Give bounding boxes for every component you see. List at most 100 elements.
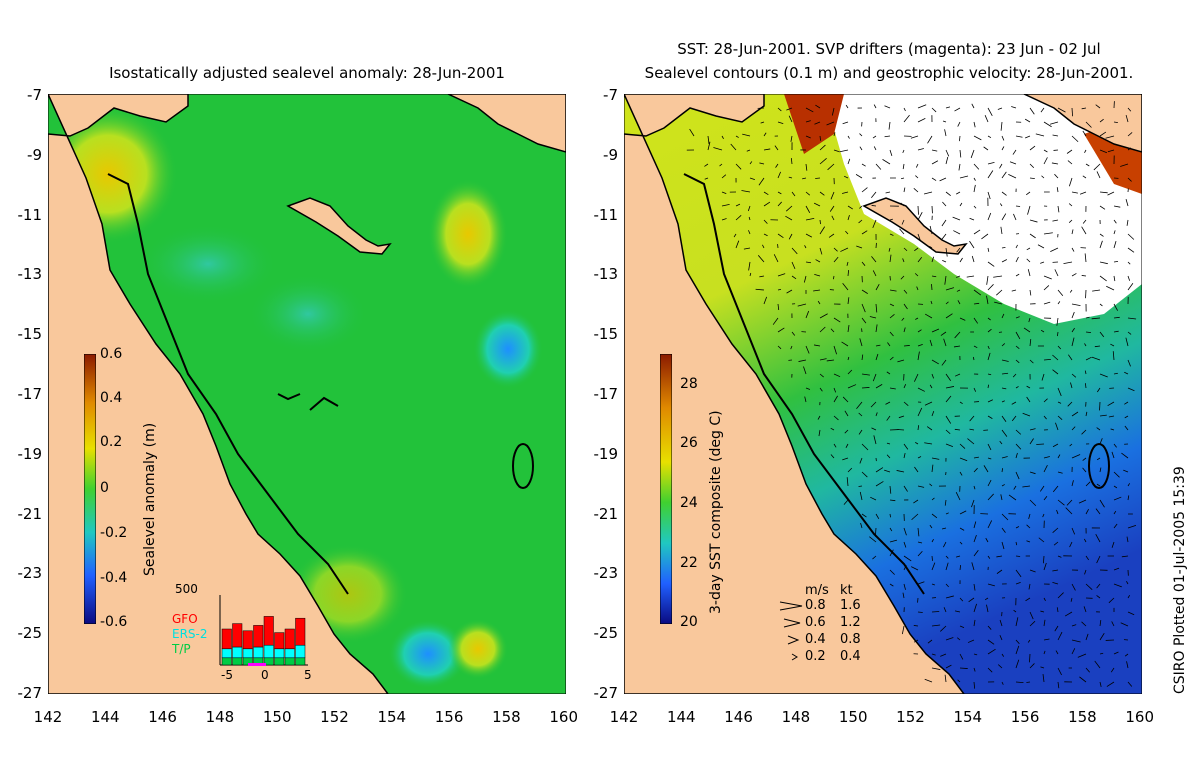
velocity-vector xyxy=(1001,527,1006,533)
velocity-vector xyxy=(1096,595,1101,599)
velocity-vector xyxy=(875,481,884,487)
velocity-vector xyxy=(1001,484,1005,487)
velocity-vector xyxy=(846,477,849,487)
velocity-vector xyxy=(871,427,877,431)
velocity-vector xyxy=(763,296,768,305)
sst-colorbar-tick: 26 xyxy=(680,435,698,451)
velocity-vector xyxy=(749,177,755,180)
velocity-vector xyxy=(987,162,995,165)
velocity-vector xyxy=(1043,398,1048,403)
y-tick-label: -21 xyxy=(593,504,619,523)
velocity-vector xyxy=(829,205,835,212)
velocity-vector xyxy=(1043,562,1047,571)
velocity-vector xyxy=(917,205,919,215)
velocity-vector xyxy=(900,202,905,207)
x-tick-label: 156 xyxy=(1010,708,1040,726)
velocity-vector xyxy=(973,184,976,193)
velocity-vector xyxy=(917,611,923,613)
velocity-vector xyxy=(944,499,947,506)
velocity-vector xyxy=(1069,541,1073,548)
velocity-vector xyxy=(929,384,933,389)
velocity-vector xyxy=(805,345,810,354)
velocity-vector xyxy=(1099,467,1102,473)
velocity-vector xyxy=(954,610,961,613)
velocity-vector xyxy=(931,611,940,613)
velocity-vector xyxy=(1001,213,1007,221)
velocity-vector xyxy=(959,202,963,207)
velocity-vector xyxy=(805,261,812,264)
velocity-vector xyxy=(987,373,992,376)
vector-legend-ms: 0.8 xyxy=(805,598,826,613)
velocity-vector xyxy=(1082,130,1087,137)
velocity-vector xyxy=(830,328,835,333)
velocity-vector xyxy=(1057,331,1059,337)
sealevel-colorbar-tick: -0.6 xyxy=(100,614,128,630)
y-tick-label: -17 xyxy=(593,385,619,403)
velocity-vector xyxy=(847,158,851,165)
velocity-vector xyxy=(1127,387,1135,392)
velocity-vector xyxy=(873,435,877,445)
velocity-vector xyxy=(777,303,780,311)
velocity-vector xyxy=(1040,107,1045,113)
velocity-vector xyxy=(1040,666,1045,669)
velocity-vector xyxy=(940,653,947,657)
velocity-vector xyxy=(1013,213,1017,221)
velocity-vector xyxy=(1113,372,1118,375)
velocity-vector xyxy=(1052,527,1059,533)
velocity-vector xyxy=(915,163,919,168)
velocity-vector xyxy=(1112,351,1115,361)
velocity-vector xyxy=(1011,289,1017,292)
velocity-vector xyxy=(869,316,877,319)
velocity-vector xyxy=(833,443,837,448)
velocity-vector xyxy=(987,212,992,221)
velocity-vector xyxy=(945,156,949,165)
velocity-vector xyxy=(791,275,797,280)
velocity-vector xyxy=(813,289,821,292)
sst-colorbar xyxy=(660,354,672,624)
x-tick-label: 142 xyxy=(33,708,63,726)
velocity-vector xyxy=(944,275,947,285)
velocity-vector xyxy=(813,202,821,207)
velocity-vector xyxy=(1015,244,1018,249)
velocity-vector xyxy=(1081,226,1087,235)
velocity-vector xyxy=(760,121,765,124)
velocity-vector xyxy=(1015,645,1020,655)
velocity-vector xyxy=(1024,118,1031,123)
velocity-vector xyxy=(1029,438,1034,445)
velocity-vector xyxy=(875,284,880,291)
velocity-vector xyxy=(917,148,924,151)
velocity-vector xyxy=(913,625,919,627)
velocity-vector xyxy=(730,143,737,151)
vector-legend-header-ms: m/s xyxy=(805,583,829,598)
velocity-vector xyxy=(889,569,895,575)
histogram-xtick: 0 xyxy=(261,668,269,682)
velocity-vector xyxy=(1071,337,1075,347)
velocity-vector xyxy=(1113,260,1119,263)
x-tick-label: 150 xyxy=(838,708,868,726)
velocity-vector xyxy=(953,345,961,348)
velocity-vector xyxy=(1113,303,1118,311)
velocity-vectors xyxy=(686,101,1137,689)
velocity-vector xyxy=(845,443,849,449)
velocity-vector xyxy=(1057,499,1065,506)
velocity-vector xyxy=(913,187,919,193)
velocity-vector xyxy=(815,259,821,263)
velocity-vector xyxy=(1071,303,1081,307)
velocity-vector xyxy=(973,681,976,689)
velocity-vector xyxy=(1121,555,1129,558)
velocity-vector xyxy=(971,103,975,109)
velocity-vector xyxy=(1071,373,1077,378)
velocity-vector xyxy=(1015,345,1020,349)
vector-legend-kt: 1.2 xyxy=(840,615,861,630)
velocity-vector xyxy=(1113,121,1118,123)
velocity-vector xyxy=(1001,372,1009,375)
y-tick-label: -7 xyxy=(27,86,42,104)
velocity-vector xyxy=(1035,133,1045,137)
velocity-vector xyxy=(1070,382,1073,389)
velocity-vector xyxy=(870,496,877,501)
velocity-vector xyxy=(931,275,937,278)
velocity-vector xyxy=(1056,509,1059,515)
velocity-vector xyxy=(1041,373,1045,381)
velocity-vector xyxy=(997,107,1003,110)
velocity-vector xyxy=(1096,483,1101,487)
